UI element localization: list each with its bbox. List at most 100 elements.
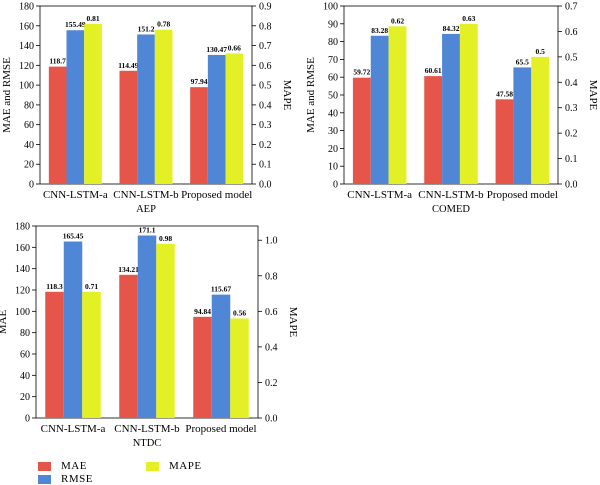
- bar-mape: [156, 243, 175, 418]
- left-tick-label: 160: [19, 21, 34, 32]
- bar-mae: [352, 77, 371, 184]
- left-tick-label: 50: [328, 91, 338, 102]
- right-tick-label: 0.7: [259, 41, 272, 52]
- bar-value-label-rmse: 151.2: [138, 24, 155, 33]
- left-tick-label: 100: [323, 2, 338, 13]
- bar-value-label-mae: 94.84: [194, 307, 211, 316]
- right-tick-label: 0.8: [265, 271, 278, 282]
- left-tick-label: 90: [328, 19, 338, 30]
- right-tick-label: 0.6: [265, 307, 278, 318]
- bar-value-label-mape: 0.62: [391, 16, 404, 25]
- bar-rmse: [442, 33, 460, 184]
- bar-value-label-mae: 118.7: [49, 57, 66, 66]
- right-tick-label: 0.2: [565, 129, 578, 140]
- left-tick-label: 0: [333, 180, 338, 191]
- left-tick-label: 40: [20, 371, 30, 382]
- left-tick-label: 180: [19, 2, 34, 13]
- bar-value-label-mape: 0.71: [85, 282, 98, 291]
- bar-mape: [84, 23, 102, 184]
- category-label: CNN-LSTM-a: [41, 423, 106, 435]
- right-axis-title: MAPE: [281, 80, 293, 111]
- left-axis-title: MAE and RMSE: [305, 57, 317, 133]
- legend-item-mape: MAPE: [146, 460, 202, 472]
- legend-item-rmse: RMSE: [38, 473, 93, 485]
- bar-value-label-mae: 134.21: [118, 265, 139, 274]
- bar-value-label-mae: 114.49: [118, 61, 138, 70]
- category-label: CNN-LSTM-a: [43, 189, 108, 201]
- left-tick-label: 40: [328, 108, 338, 119]
- right-tick-label: 0.7: [565, 2, 578, 13]
- left-tick-label: 80: [24, 100, 34, 111]
- bar-value-label-mape: 0.63: [462, 14, 475, 23]
- chart-ntdc: 0 20 40 60 80 100 120 140 160 180 0.0 0.2 0.4 0.6 0.8 1…: [0, 222, 299, 450]
- legend-item-mae: MAE: [38, 460, 87, 472]
- left-tick-label: 140: [19, 41, 34, 52]
- bar-value-label-mape: 0.81: [86, 14, 99, 23]
- bar-value-label-rmse: 84.32: [443, 24, 460, 33]
- bar-value-label-mae: 60.61: [425, 66, 442, 75]
- right-tick-label: 0.4: [565, 78, 578, 89]
- category-label: Proposed model: [185, 423, 256, 435]
- bar-mape: [82, 291, 101, 418]
- bar-rmse: [211, 294, 231, 418]
- left-tick-label: 10: [328, 162, 338, 173]
- left-tick-label: 140: [15, 264, 30, 275]
- bar-value-label-mae: 118.3: [46, 282, 63, 291]
- category-label: CNN-LSTM-b: [114, 423, 180, 435]
- left-tick-label: 80: [328, 37, 338, 48]
- legend-label-mae: MAE: [61, 460, 87, 472]
- legend-swatch-mae: [38, 461, 51, 471]
- bar-mape: [154, 29, 173, 184]
- bar-value-label-rmse: 83.28: [371, 26, 388, 35]
- left-tick-label: 120: [15, 286, 30, 297]
- bar-rmse: [513, 67, 532, 184]
- bar-mape: [225, 53, 244, 184]
- right-tick-label: 1.0: [265, 236, 278, 247]
- chart-comed: 0 10 20 30 40 50 60 70 80 90 100 0.0 0.1 0.2 0.3 0.4 0.5…: [305, 2, 599, 216]
- right-axis-title: MAPE: [587, 80, 599, 111]
- right-tick-label: 0.2: [259, 140, 272, 151]
- bar-value-label-mape: 0.56: [233, 308, 246, 317]
- bar-value-label-mae: 59.72: [353, 68, 370, 77]
- left-tick-label: 30: [328, 126, 338, 137]
- bar-mape: [388, 26, 407, 184]
- legend-swatch-mape: [146, 461, 159, 471]
- left-axis-title: MAE and RMSE: [1, 57, 13, 133]
- right-tick-label: 0.4: [265, 342, 278, 353]
- right-tick-label: 0.3: [565, 103, 578, 114]
- left-axis-title: MAE: [0, 310, 9, 335]
- bar-rmse: [66, 30, 85, 184]
- bar-value-label-mape: 0.78: [157, 20, 170, 29]
- left-tick-label: 120: [19, 61, 34, 72]
- left-tick-label: 20: [328, 144, 338, 155]
- bar-mae: [119, 70, 138, 184]
- legend-swatch-rmse: [38, 474, 51, 484]
- bar-mape: [531, 56, 550, 184]
- left-tick-label: 40: [24, 140, 34, 151]
- bar-value-label-rmse: 65.5: [516, 57, 529, 66]
- bar-mae: [48, 66, 67, 184]
- legend: MAE RMSE MAPE: [30, 454, 330, 485]
- bar-value-label-mae: 47.58: [496, 89, 513, 98]
- right-tick-label: 0.0: [259, 180, 272, 191]
- left-tick-label: 60: [24, 120, 34, 131]
- bar-value-label-rmse: 171.1: [139, 225, 156, 234]
- left-tick-label: 100: [19, 81, 34, 92]
- category-label: Proposed model: [487, 189, 558, 201]
- bar-mae: [45, 291, 64, 418]
- chart-aep: 0 20 40 60 80 100 120 140 160 180 0.0 0.1 0.2 0.3 0.4 0…: [1, 2, 293, 216]
- bar-value-label-mape: 0.5: [535, 47, 545, 56]
- left-tick-label: 80: [20, 328, 30, 339]
- right-tick-label: 0.5: [565, 52, 578, 63]
- left-tick-label: 60: [20, 350, 30, 361]
- right-tick-label: 0.4: [259, 100, 272, 111]
- left-tick-label: 0: [29, 180, 34, 191]
- left-tick-label: 20: [20, 392, 30, 403]
- right-tick-label: 0.8: [259, 21, 272, 32]
- category-label: CNN-LSTM-b: [418, 189, 484, 201]
- bar-value-label-mape: 0.66: [228, 43, 241, 52]
- bar-mae: [193, 316, 212, 418]
- bar-rmse: [207, 54, 226, 184]
- bar-rmse: [137, 34, 155, 185]
